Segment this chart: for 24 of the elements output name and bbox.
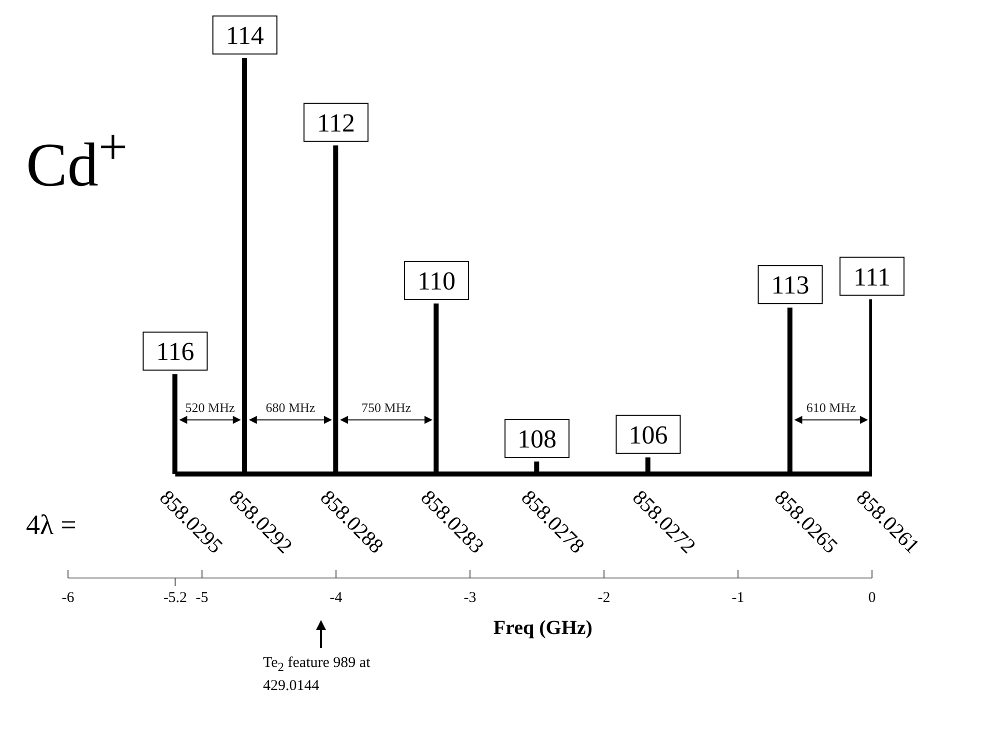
x-tick-label: 0 [868,590,876,606]
x-tick-label: -5 [196,590,208,606]
annotation: 110 [417,266,456,296]
annotation: 520 MHz [185,400,236,415]
annotation: 610 MHz [806,400,856,415]
text: 4λ = [26,510,76,541]
x-tick-label: -2 [598,590,610,606]
annotation: 106 [628,420,668,450]
annotation: 113 [771,270,810,300]
annotation: 114 [226,21,264,50]
annotation: 108 [518,424,556,454]
annotation: 750 MHz [362,400,412,415]
x-tick-label: -5.2 [163,590,188,606]
annotation: 680 MHz [266,400,316,415]
x-axis-title: Freq (GHz) [493,617,592,639]
annotation: 112 [316,108,356,138]
text: Te$_{2}$ feature 989 at 429.0144 [263,654,372,696]
x-tick-label: -3 [464,590,476,606]
text: Cd$^{+}$ [26,118,128,202]
x-tick-label: -4 [330,590,343,606]
x-tick-label: -6 [62,590,75,606]
annotation: 116 [156,337,194,366]
x-tick-label: -1 [732,590,744,606]
annotation: 111 [853,262,891,292]
